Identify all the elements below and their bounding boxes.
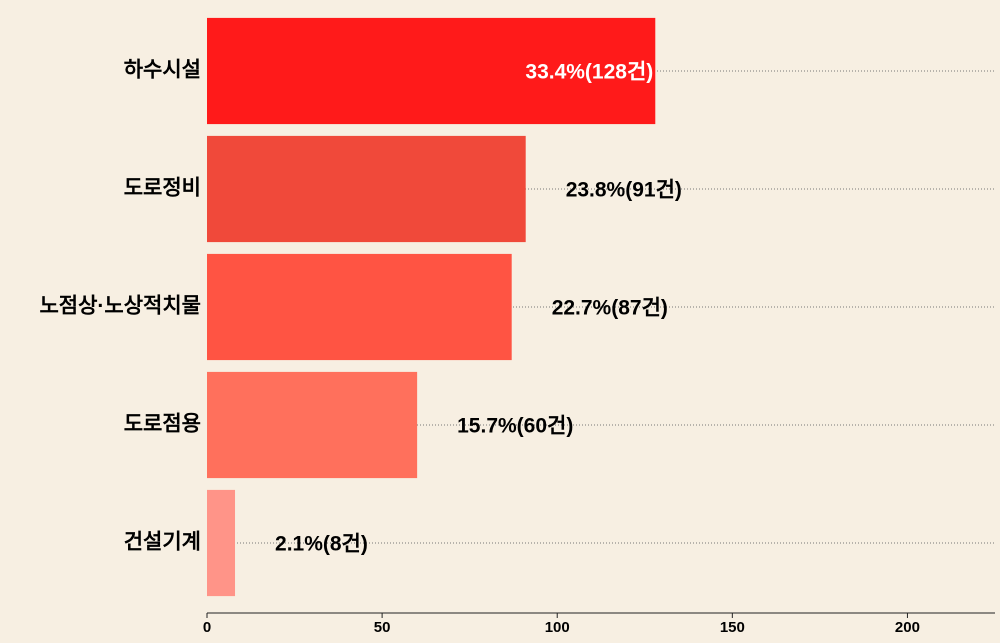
x-tick-label: 100 — [545, 619, 570, 636]
value-label: 15.7%(60건) — [457, 415, 573, 438]
bar — [207, 489, 236, 597]
value-label: 22.7%(87건) — [552, 297, 668, 320]
x-tick-label: 200 — [895, 619, 920, 636]
category-label: 노점상·노상적치물 — [39, 295, 201, 318]
category-label: 도로정비 — [124, 177, 201, 200]
x-tick-label: 0 — [203, 619, 211, 636]
x-tick-label: 150 — [720, 619, 745, 636]
value-label: 23.8%(91건) — [566, 179, 682, 202]
x-tick-label: 50 — [374, 619, 391, 636]
value-label: 2.1%(8건) — [275, 533, 368, 556]
bar — [207, 17, 656, 125]
bar — [207, 371, 418, 479]
value-label: 33.4%(128건) — [525, 61, 653, 84]
category-label: 하수시설 — [124, 59, 201, 82]
category-label: 건설기계 — [124, 531, 201, 554]
bar — [207, 135, 526, 243]
category-label: 도로점용 — [124, 413, 201, 436]
bar — [207, 253, 512, 361]
